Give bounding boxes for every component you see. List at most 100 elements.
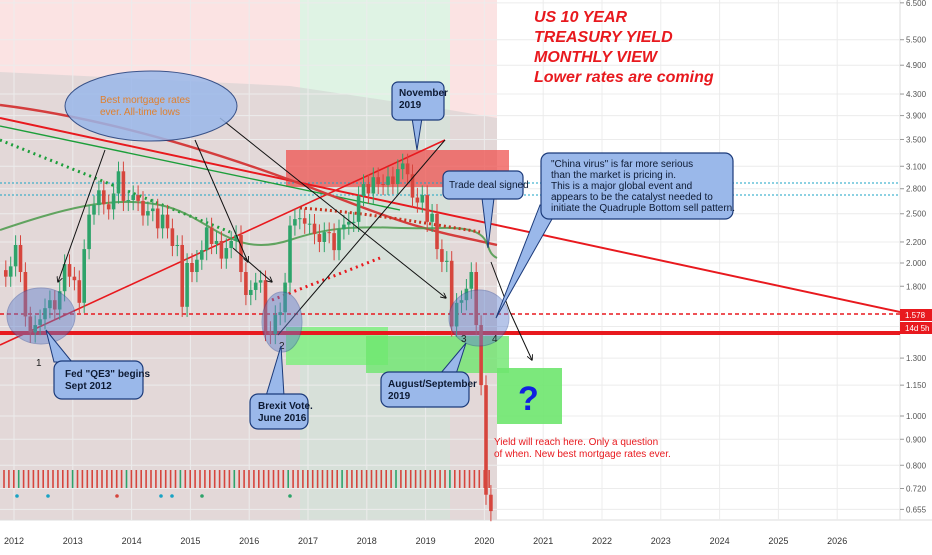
candle-body xyxy=(77,280,82,303)
candle-body xyxy=(371,177,376,194)
candle-body xyxy=(337,229,341,251)
candle-body xyxy=(185,263,189,307)
august-line-2: 2019 xyxy=(388,391,411,402)
y-tick-label: 4.300 xyxy=(906,90,927,99)
candle-body xyxy=(307,223,312,225)
candle-body xyxy=(440,249,444,262)
china-callout: "China virus" is far more serious than t… xyxy=(495,152,735,319)
long-downtrend-line xyxy=(0,117,901,313)
indicator-dot xyxy=(46,494,50,498)
candle-body xyxy=(195,259,199,273)
candle-body xyxy=(175,244,180,247)
x-tick-label: 2022 xyxy=(592,536,612,546)
candle-body xyxy=(317,234,322,242)
indicator-dot xyxy=(288,494,292,498)
trade-deal-callout: Trade deal signed xyxy=(442,170,529,249)
november-line-2: 2019 xyxy=(399,100,422,111)
candle-body xyxy=(459,300,464,303)
mortgage-ellipse xyxy=(64,70,238,142)
candle-body xyxy=(332,233,336,251)
candle-body xyxy=(405,163,410,175)
bottom-label-3: 3 xyxy=(461,334,467,345)
x-tick-label: 2025 xyxy=(768,536,788,546)
candle-body xyxy=(87,214,91,250)
candle-body xyxy=(430,213,434,222)
candle-body xyxy=(356,195,361,222)
candle-body xyxy=(400,163,405,170)
candle-body xyxy=(342,224,346,230)
november-line-1: November xyxy=(399,88,448,99)
bottom-label-2: 2 xyxy=(279,341,285,352)
x-tick-label: 2015 xyxy=(180,536,200,546)
candle-body xyxy=(170,228,175,247)
x-tick-label: 2020 xyxy=(474,536,494,546)
candle-body xyxy=(229,240,233,249)
candle-body xyxy=(13,244,18,267)
candle-body xyxy=(38,319,42,326)
bottom-circle-1 xyxy=(6,287,76,345)
november-callout: November 2019 xyxy=(391,81,448,151)
candle-body xyxy=(435,213,439,250)
candle-body xyxy=(53,300,57,310)
indicator-dot xyxy=(200,494,204,498)
y-tick-label: 1.000 xyxy=(906,412,927,421)
y-tick-label: 2.200 xyxy=(906,238,927,247)
candle-body xyxy=(396,169,400,185)
candles xyxy=(4,153,493,522)
candle-body xyxy=(234,235,238,241)
august-line-1: August/September xyxy=(388,379,477,390)
candle-body xyxy=(302,218,307,224)
y-tick-label: 3.100 xyxy=(906,162,927,171)
candle-body xyxy=(219,240,224,259)
brexit-line-1: Brexit Vote. xyxy=(258,401,313,412)
candle-body xyxy=(415,197,420,203)
countdown-badge-text: 14d 5h xyxy=(905,324,929,333)
candle-body xyxy=(204,227,209,251)
mortgage-text-line-1: Best mortgage rates xyxy=(100,95,190,106)
candle-body xyxy=(97,190,101,206)
candle-body xyxy=(4,270,8,277)
indicator-strip xyxy=(3,470,490,498)
candle-body xyxy=(106,204,111,210)
china-line-2: than the market is pricing in. xyxy=(551,170,676,181)
x-tick-label: 2017 xyxy=(298,536,318,546)
y-tick-label: 6.500 xyxy=(906,0,927,8)
candle-body xyxy=(489,494,493,512)
grid xyxy=(0,0,900,520)
candle-body xyxy=(131,195,135,201)
arrow-to-2012 xyxy=(58,149,106,282)
x-tick-label: 2013 xyxy=(63,536,83,546)
candle-body xyxy=(273,315,278,334)
yield-note-line-2: of when. New best mortgage rates ever. xyxy=(494,449,671,460)
bottom-label-1: 1 xyxy=(36,358,42,369)
arrow-to-brexit xyxy=(232,247,272,282)
candle-body xyxy=(327,232,331,234)
y-tick-label: 5.500 xyxy=(906,36,927,45)
red-dotted-curve xyxy=(299,206,481,234)
candle-body xyxy=(146,211,150,216)
august-callout: August/September 2019 xyxy=(380,342,477,408)
candle-body xyxy=(469,272,474,289)
china-line-5: initiate the Quadruple Bottom sell patte… xyxy=(551,203,735,214)
candle-body xyxy=(180,244,184,307)
yield-note-line-1: Yield will reach here. Only a question xyxy=(494,437,658,448)
bottom-circle-3 xyxy=(448,289,510,347)
china-line-4: appears to be the catalyst needed to xyxy=(551,192,713,203)
candle-body xyxy=(322,232,327,242)
price-axis: 6.500 5.500 4.900 4.300 3.900 3.500 3.100 2.800… xyxy=(900,0,927,514)
candle-body xyxy=(351,221,356,223)
y-tick-label: 0.655 xyxy=(906,505,927,514)
candle-body xyxy=(258,280,263,283)
candle-body xyxy=(23,272,28,317)
candle-body xyxy=(190,263,194,273)
candle-body xyxy=(278,312,282,316)
candle-body xyxy=(386,176,390,185)
china-line-1: "China virus" is far more serious xyxy=(551,159,693,170)
candle-body xyxy=(445,260,449,262)
x-tick-label: 2019 xyxy=(416,536,436,546)
candle-body xyxy=(72,276,77,281)
candle-body xyxy=(28,316,33,333)
candle-body xyxy=(347,221,351,225)
candle-body xyxy=(283,282,287,313)
